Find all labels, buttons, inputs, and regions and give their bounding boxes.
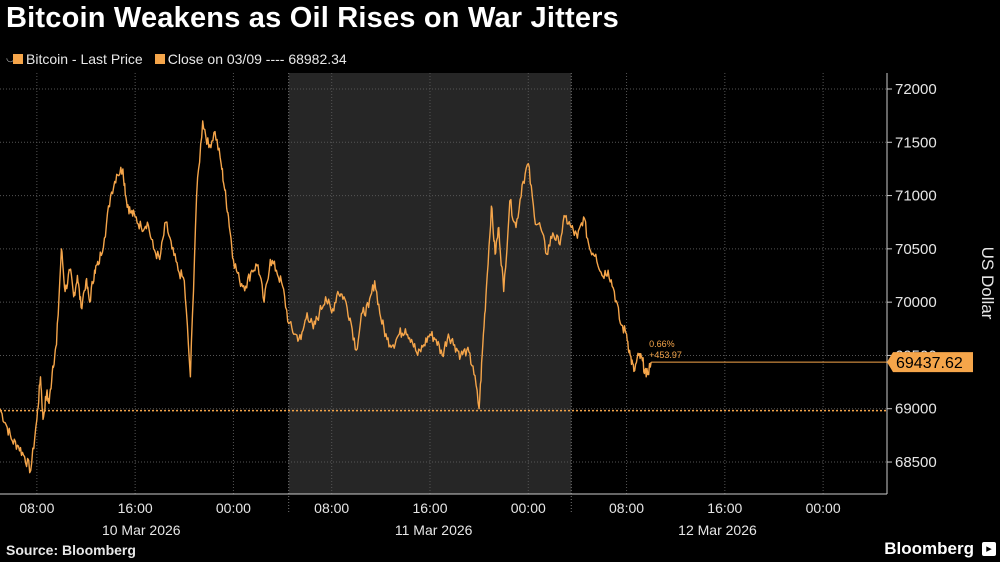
- price-series-line: [0, 120, 652, 474]
- bloomberg-icon: ▸: [982, 542, 996, 556]
- last-value-tag: [887, 352, 973, 373]
- x-tick-label: 16:00: [412, 500, 447, 516]
- x-tick-label: 08:00: [314, 500, 349, 516]
- legend-swatch: [154, 54, 165, 64]
- y-axis-label: US Dollar: [978, 247, 997, 320]
- date-label: 11 Mar 2026: [395, 522, 473, 538]
- last-value-label: 69437.62: [896, 355, 963, 372]
- x-tick-label: 08:00: [609, 500, 644, 516]
- x-tick-label: 08:00: [19, 500, 54, 516]
- y-tick-label: 71500: [895, 134, 937, 151]
- legend-item-close: Close on 03/09 ---- 68982.34: [154, 51, 347, 67]
- x-tick-label: 00:00: [806, 500, 841, 516]
- chart-title: Bitcoin Weakens as Oil Rises on War Jitt…: [6, 2, 619, 34]
- y-tick-label: 72000: [895, 81, 937, 98]
- change-percent-label: 0.66%: [649, 339, 675, 349]
- date-label: 12 Mar 2026: [678, 522, 757, 538]
- x-tick-label: 00:00: [511, 500, 546, 516]
- legend: ◡ Bitcoin - Last Price Close on 03/09 --…: [6, 49, 359, 69]
- legend-swatch: [13, 54, 23, 64]
- date-label: 10 Mar 2026: [102, 522, 181, 538]
- y-tick-label: 68500: [895, 454, 937, 471]
- x-tick-label: 16:00: [118, 500, 153, 516]
- brand-logo-text: Bloomberg: [884, 539, 974, 558]
- y-tick-label: 69000: [895, 401, 937, 418]
- x-tick-label: 16:00: [707, 500, 742, 516]
- legend-item-bitcoin: ◡ Bitcoin - Last Price: [6, 51, 143, 67]
- y-tick-label: 70500: [895, 241, 937, 258]
- y-tick-label: 70000: [895, 294, 937, 311]
- legend-label: Close on 03/09 ---- 68982.34: [167, 51, 347, 67]
- x-tick-label: 00:00: [216, 500, 251, 516]
- source-note: Source: Bloomberg: [6, 542, 136, 558]
- legend-label: Bitcoin - Last Price: [26, 51, 143, 67]
- y-tick-label: 71000: [895, 188, 937, 205]
- pin-icon: ◡: [6, 53, 15, 64]
- change-value-label: +453.97: [649, 350, 682, 360]
